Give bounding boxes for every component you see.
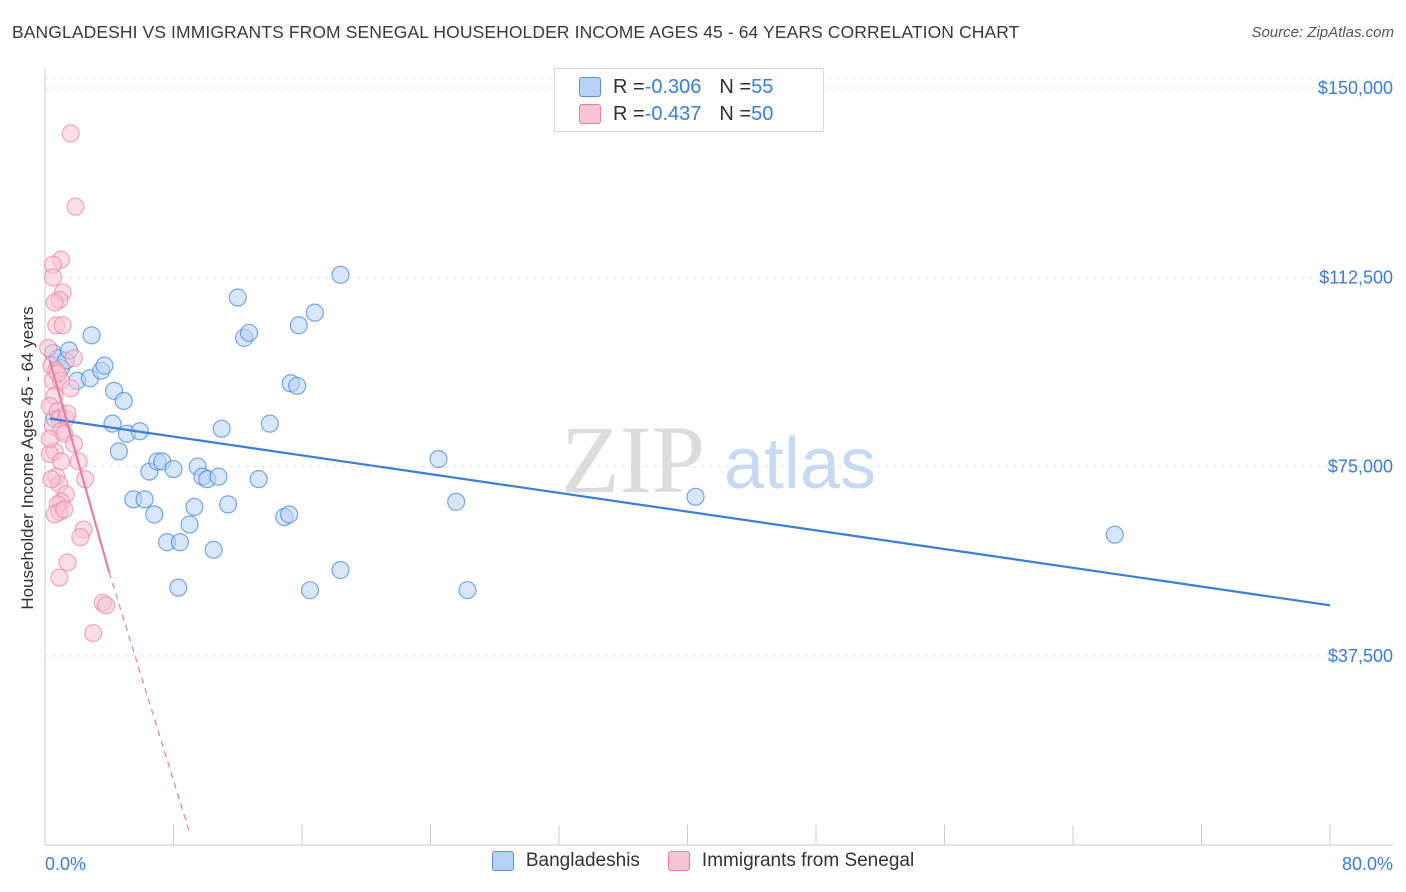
- n-label: N =: [719, 102, 752, 125]
- legend-item-bangladeshis[interactable]: Bangladeshis: [491, 850, 640, 872]
- x-tick-label: 80.0%: [1342, 854, 1393, 874]
- data-points: [39, 124, 1124, 643]
- point-bangladeshi: [288, 376, 307, 395]
- watermark-zip: ZIP: [561, 406, 705, 513]
- point-bangladeshi: [209, 467, 228, 486]
- point-bangladeshi: [289, 316, 308, 335]
- point-senegal: [53, 316, 72, 335]
- trend-line-bangladeshis: [49, 417, 1331, 607]
- point-senegal: [50, 568, 69, 587]
- point-bangladeshi: [114, 391, 133, 411]
- point-bangladeshi: [228, 288, 247, 307]
- point-senegal: [66, 197, 85, 216]
- n-label: N =: [719, 75, 752, 98]
- axes: [44, 68, 1393, 846]
- point-senegal: [55, 500, 74, 519]
- n-value: 55: [751, 75, 774, 98]
- point-bangladeshi: [219, 495, 238, 514]
- point-bangladeshi: [331, 560, 350, 580]
- legend-swatch-blue: [491, 851, 514, 871]
- point-senegal: [61, 379, 80, 398]
- trend-line-senegal: [48, 360, 111, 573]
- legend-swatch-pink: [667, 851, 690, 871]
- point-bangladeshi: [145, 505, 164, 524]
- y-tick-label: $112,500: [1319, 267, 1393, 287]
- stats-swatch-blue: [579, 77, 601, 97]
- point-bangladeshi: [185, 497, 204, 517]
- point-bangladeshi: [135, 490, 154, 509]
- point-bangladeshi: [447, 492, 466, 511]
- grid-lines: [45, 77, 1393, 657]
- point-bangladeshi: [280, 505, 299, 524]
- point-bangladeshi: [239, 323, 259, 342]
- point-bangladeshi: [180, 515, 199, 534]
- point-senegal: [45, 293, 64, 312]
- legend-label: Immigrants from Senegal: [701, 850, 915, 871]
- point-bangladeshi: [429, 449, 448, 469]
- watermark: ZIP atlas: [561, 406, 876, 513]
- point-bangladeshi: [82, 326, 101, 345]
- trend-lines: [48, 360, 1331, 833]
- stats-swatch-pink: [579, 104, 601, 124]
- point-bangladeshi: [331, 265, 350, 284]
- point-bangladeshi: [164, 459, 183, 479]
- stats-row-bangladeshis: R = -0.306 N = 55: [579, 74, 773, 100]
- watermark-atlas: atlas: [724, 424, 876, 504]
- point-bangladeshi: [686, 487, 705, 506]
- y-tick-label: $37,500: [1328, 646, 1393, 666]
- point-senegal: [58, 553, 77, 572]
- y-axis-label: Householder Income Ages 45 - 64 years: [18, 306, 37, 610]
- point-senegal: [84, 623, 103, 643]
- point-bangladeshi: [170, 533, 190, 552]
- legend-label: Bangladeshis: [525, 850, 640, 871]
- point-bangladeshi: [1105, 525, 1124, 544]
- point-bangladeshi: [95, 356, 114, 375]
- point-bangladeshi: [169, 578, 188, 597]
- trend-extension-senegal: [108, 572, 191, 833]
- point-bangladeshi: [109, 442, 128, 461]
- point-bangladeshi: [305, 303, 324, 322]
- point-senegal: [43, 268, 63, 287]
- point-senegal: [61, 124, 80, 143]
- y-tick-label: $75,000: [1328, 457, 1393, 477]
- chart-title: BANGLADESHI VS IMMIGRANTS FROM SENEGAL H…: [12, 22, 1020, 42]
- r-label: R =: [613, 102, 645, 125]
- n-value: 50: [751, 102, 774, 125]
- legend-item-senegal[interactable]: Immigrants from Senegal: [667, 850, 915, 872]
- r-value: -0.306: [644, 75, 702, 98]
- point-senegal: [64, 348, 84, 368]
- stats-row-senegal: R = -0.437 N = 50: [579, 101, 773, 127]
- stats-box: R = -0.306 N = 55 R = -0.437 N = 50: [554, 68, 824, 132]
- point-senegal: [71, 528, 90, 547]
- point-senegal: [96, 596, 116, 615]
- point-bangladeshi: [212, 419, 231, 438]
- tick-labels: $150,000 $112,500 $75,000 $37,500 0.0% 80.0%: [45, 78, 1393, 874]
- point-bangladeshi: [249, 470, 268, 489]
- x-tick-label: 0.0%: [45, 854, 86, 874]
- point-bangladeshi: [458, 581, 477, 600]
- point-senegal: [51, 452, 71, 471]
- r-label: R =: [613, 75, 645, 98]
- r-value: -0.437: [644, 102, 702, 125]
- legend: Bangladeshis Immigrants from Senegal: [0, 850, 1406, 872]
- y-tick-label: $150,000: [1318, 78, 1393, 98]
- point-bangladeshi: [300, 581, 320, 600]
- point-senegal: [40, 429, 59, 448]
- source-label: Source: ZipAtlas.com: [1251, 24, 1394, 41]
- point-senegal: [39, 338, 58, 358]
- point-senegal: [42, 470, 61, 489]
- point-bangladeshi: [260, 414, 279, 433]
- point-bangladeshi: [204, 540, 223, 559]
